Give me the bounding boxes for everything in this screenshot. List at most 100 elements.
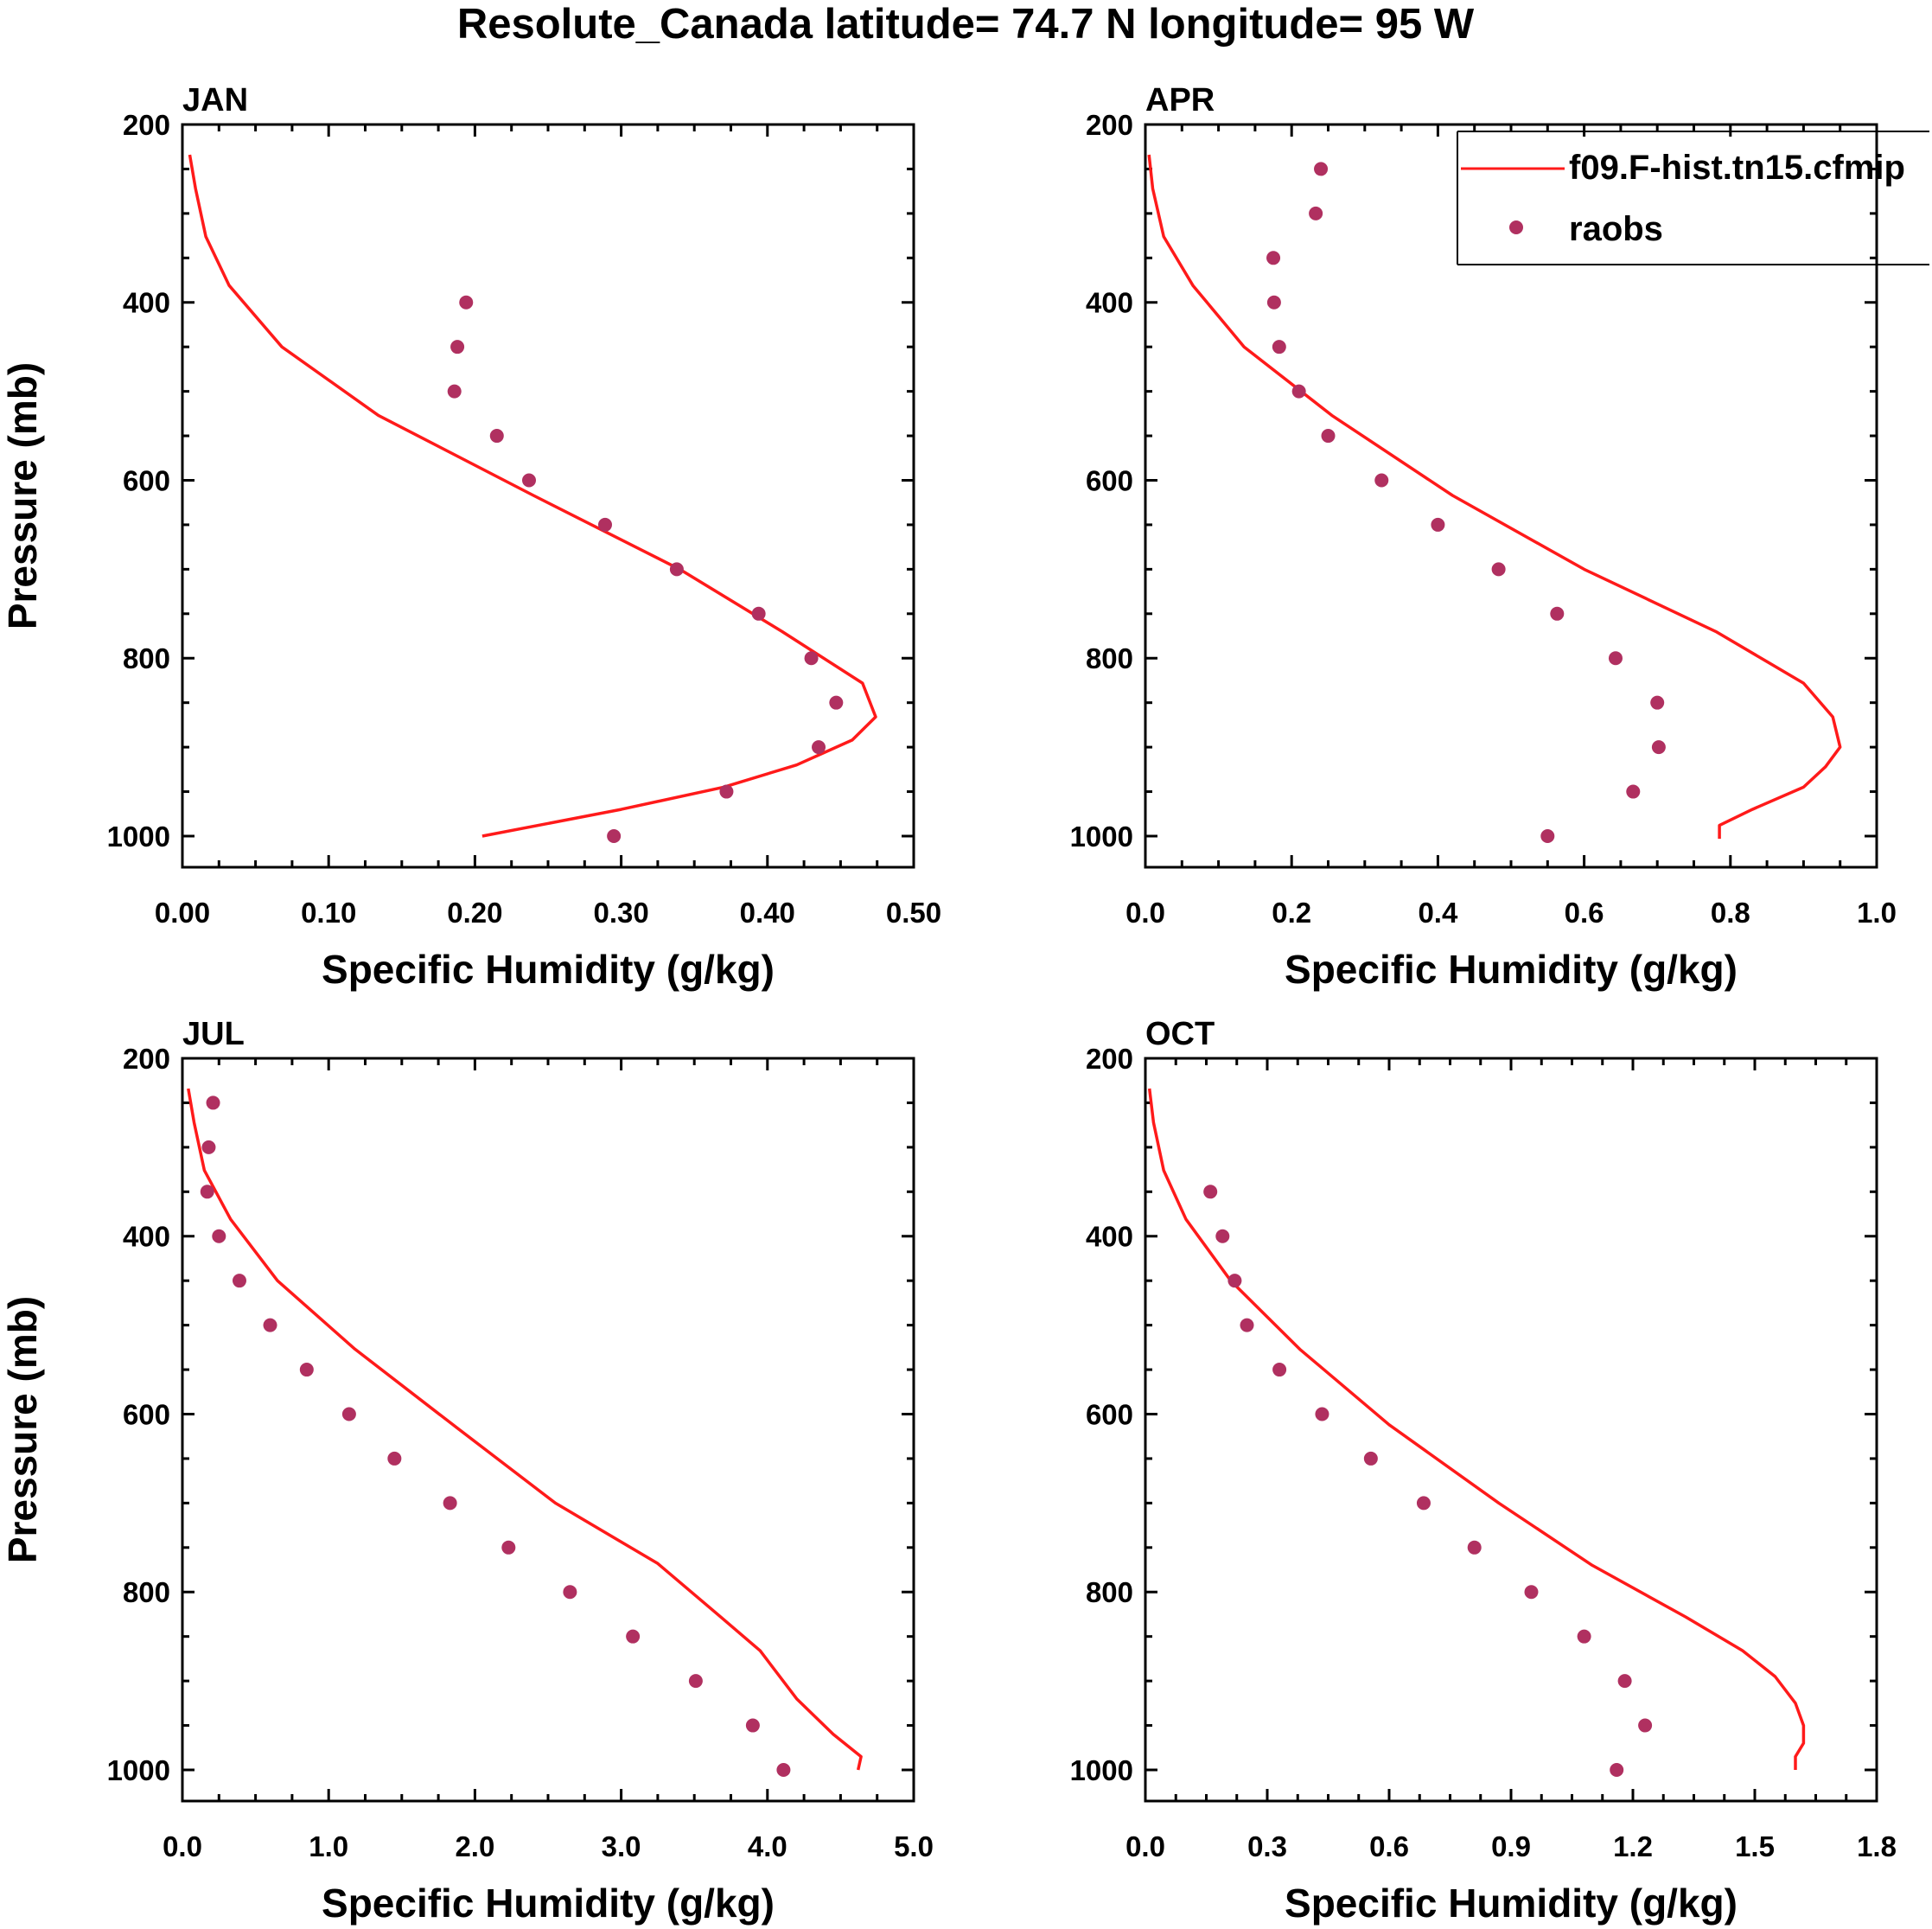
x-tick-label: 0.6: [1565, 897, 1604, 929]
raobs-point: [341, 1407, 356, 1421]
raobs-point: [1651, 740, 1666, 755]
raobs-point: [1577, 1629, 1591, 1644]
legend-raobs-marker: [1509, 220, 1523, 234]
x-tick-label: 0.40: [740, 897, 795, 929]
x-tick-label: 0.30: [593, 897, 648, 929]
x-tick-label: 4.0: [748, 1830, 787, 1862]
y-tick-label: 1000: [1070, 1754, 1133, 1786]
raobs-point: [263, 1318, 277, 1332]
raobs-point: [1638, 1718, 1653, 1733]
panel-apr: APR 0.0 0.2 0.4 0.6 0.8 1.0 200 400 600 800 1000 Spe…: [1070, 82, 1897, 992]
plot-frame: [1144, 123, 1878, 869]
model-series-line: [187, 1088, 863, 1771]
raobs-point: [1650, 695, 1665, 710]
raobs-point: [1321, 429, 1336, 444]
raobs-point: [597, 517, 612, 532]
raobs-point: [1467, 1540, 1482, 1555]
raobs-point: [299, 1363, 314, 1377]
raobs-point: [1272, 1363, 1287, 1377]
raobs-point: [1416, 1496, 1431, 1511]
raobs-point: [1291, 384, 1306, 399]
raobs-point: [1626, 784, 1641, 799]
raobs-point: [688, 1674, 703, 1689]
panel-title: APR: [1145, 82, 1215, 118]
x-tick-label: 0.2: [1272, 897, 1311, 929]
x-axis-label: Specific Humidity (g/kg): [322, 1881, 775, 1926]
raobs-point: [1374, 473, 1389, 488]
y-tick-label: 400: [1086, 1221, 1133, 1253]
x-axis-label: Specific Humidity (g/kg): [322, 947, 775, 992]
x-tick-label: 1.8: [1857, 1830, 1897, 1862]
raobs-point: [501, 1540, 516, 1555]
raobs-point: [1608, 651, 1623, 666]
raobs-point: [751, 606, 766, 621]
x-tick-label: 0.10: [301, 897, 356, 929]
x-axis-label: Specific Humidity (g/kg): [1285, 947, 1738, 992]
x-axis-label: Specific Humidity (g/kg): [1285, 1881, 1738, 1926]
y-tick-label: 600: [1086, 1398, 1133, 1430]
x-tick-label: 1.5: [1735, 1830, 1775, 1862]
y-tick-label: 200: [123, 109, 170, 141]
y-tick-label: 1000: [107, 821, 170, 853]
y-axis-label: Pressure (mb): [0, 1296, 45, 1563]
x-tick-label: 0.0: [163, 1830, 202, 1862]
x-tick-label: 0.3: [1247, 1830, 1287, 1862]
y-tick-label: 200: [1086, 1043, 1133, 1075]
raobs-point: [232, 1274, 246, 1288]
x-tick-label: 0.0: [1125, 1830, 1165, 1862]
y-tick-label: 200: [1086, 109, 1133, 141]
raobs-point: [1315, 1407, 1329, 1421]
x-tick-label: 0.9: [1491, 1830, 1531, 1862]
panel-oct: OCT 0.0 0.3 0.6 0.9 1.2 1.5 1.8 200 400 600 800 1000…: [1070, 1016, 1897, 1926]
raobs-point: [1610, 1762, 1624, 1777]
y-tick-label: 600: [123, 1398, 170, 1430]
raobs-point: [1272, 340, 1286, 355]
x-tick-label: 1.0: [309, 1830, 348, 1862]
legend-raobs-label: raobs: [1569, 210, 1663, 248]
x-tick-label: 0.8: [1711, 897, 1750, 929]
raobs-point: [522, 473, 537, 488]
raobs-point: [804, 651, 819, 666]
raobs-point: [443, 1496, 457, 1511]
raobs-point: [489, 429, 504, 444]
raobs-point: [719, 784, 734, 799]
x-tick-label: 0.6: [1369, 1830, 1409, 1862]
y-tick-label: 400: [123, 1221, 170, 1253]
panel-title: OCT: [1145, 1016, 1215, 1052]
raobs-point: [607, 828, 622, 843]
y-tick-label: 400: [123, 287, 170, 319]
legend-model-label: f09.F-hist.tn15.cfmip: [1569, 149, 1905, 187]
panel-title: JUL: [182, 1016, 245, 1052]
raobs-point: [450, 340, 465, 355]
raobs-point: [829, 695, 844, 710]
legend: f09.F-hist.tn15.cfmip raobs: [1457, 131, 1929, 265]
model-series-line: [1147, 154, 1842, 840]
x-tick-label: 0.00: [155, 897, 210, 929]
raobs-point: [1266, 251, 1281, 265]
raobs-point: [387, 1451, 402, 1466]
x-tick-label: 2.0: [455, 1830, 494, 1862]
plot-frame: [181, 123, 915, 869]
x-tick-label: 0.4: [1418, 897, 1458, 929]
model-series-line: [1147, 1088, 1806, 1770]
y-tick-label: 1000: [107, 1754, 170, 1786]
raobs-point: [745, 1718, 760, 1733]
y-tick-label: 800: [1086, 1576, 1133, 1608]
raobs-point: [1550, 606, 1565, 621]
figure-title: Resolute_Canada latitude= 74.7 N longitu…: [457, 1, 1475, 48]
y-tick-label: 800: [123, 642, 170, 674]
raobs-point: [201, 1140, 216, 1154]
raobs-point: [1266, 295, 1281, 310]
y-tick-label: 200: [123, 1043, 170, 1075]
raobs-point: [1227, 1274, 1242, 1288]
raobs-point: [206, 1095, 220, 1110]
y-axis-label: Pressure (mb): [0, 362, 45, 629]
panel-jan: JAN 0.00 0.10 0.20 0.30 0.40 0.50 200 400 600 800 1…: [0, 82, 941, 992]
raobs-point: [812, 740, 826, 755]
raobs-point: [1203, 1185, 1218, 1199]
panel-jul: JUL 0.0 1.0 2.0 3.0 4.0 5.0 200 400 600 800 1000 Spe…: [0, 1016, 934, 1926]
y-tick-label: 600: [123, 464, 170, 496]
raobs-point: [212, 1229, 226, 1243]
raobs-point: [1240, 1318, 1254, 1332]
